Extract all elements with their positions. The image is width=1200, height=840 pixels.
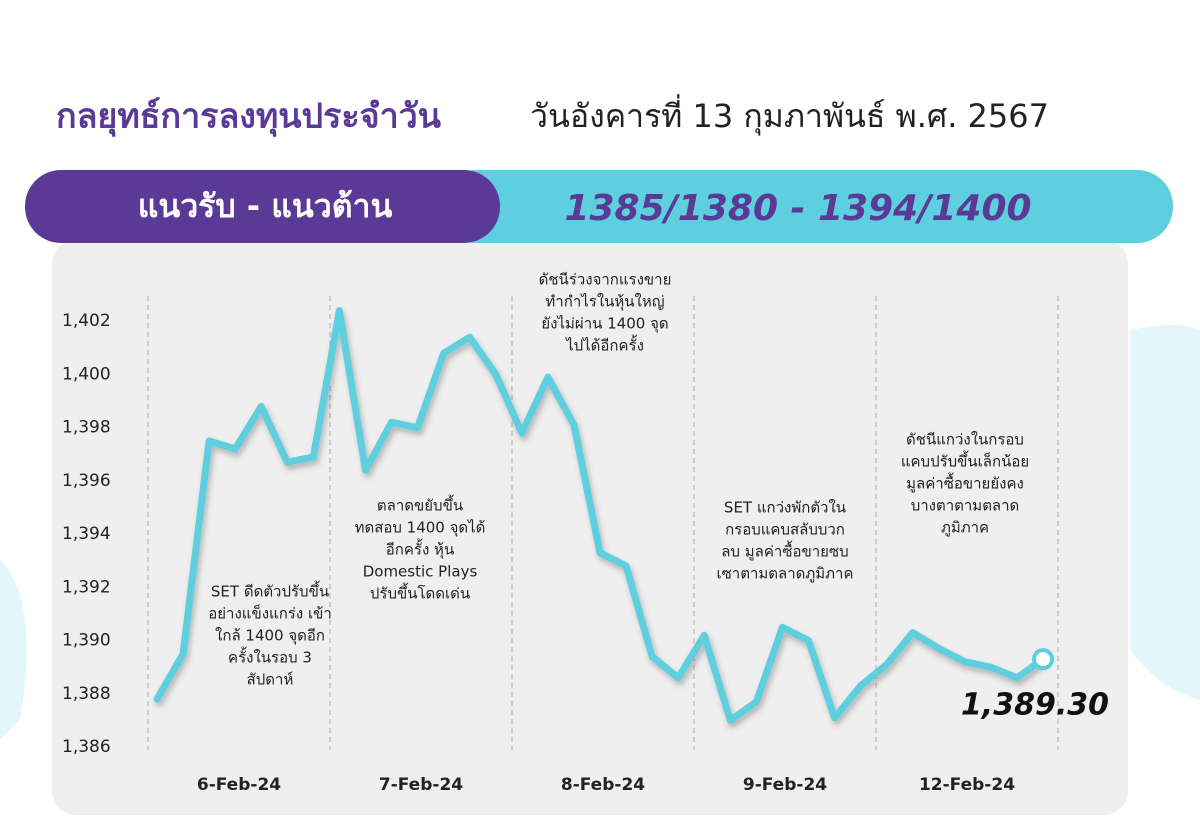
annotation: ปรับขึ้นโดดเด่น — [370, 583, 470, 603]
decoration — [1130, 325, 1200, 700]
annotation: ทำกำไรในหุ้นใหญ่ — [545, 293, 664, 312]
annotation: บางตาตามตลาด — [911, 497, 1020, 515]
price-line — [153, 307, 1047, 724]
y-tick-label: 1,400 — [62, 364, 111, 384]
annotation: อย่างแข็งแกร่ง เข้า — [208, 604, 332, 623]
annotation: อีกครั้ง หุ้น — [386, 539, 454, 560]
banner-left — [25, 170, 500, 243]
subtitle: วันอังคารที่ 13 กุมภาพันธ์ พ.ศ. 2567 — [530, 94, 1049, 136]
y-tick-label: 1,388 — [62, 684, 111, 704]
annotation: ครั้งในรอบ 3 — [228, 647, 312, 667]
y-tick-label: 1,390 — [62, 631, 111, 651]
x-tick-label: 9-Feb-24 — [743, 775, 827, 795]
x-tick-label: 12-Feb-24 — [919, 775, 1015, 795]
last-value-label: 1,389.30 — [961, 688, 1109, 723]
annotation: ยังไม่ผ่าน 1400 จุด — [541, 315, 668, 334]
x-tick-label: 8-Feb-24 — [561, 775, 645, 795]
banner-right — [440, 170, 1173, 243]
annotation: แคบปรับขึ้นเล็กน้อย — [901, 451, 1029, 471]
y-tick-label: 1,396 — [62, 471, 111, 491]
annotation: SET แกว่งพักตัวใน — [724, 499, 846, 517]
annotation: ทดสอบ 1400 จุดได้ — [355, 519, 486, 538]
y-tick-label: 1,402 — [62, 311, 111, 331]
annotation: เซาตามตลาดภูมิภาค — [717, 565, 854, 583]
decoration — [0, 560, 27, 740]
banner-value: 1385/1380 - 1394/1400 — [564, 188, 1031, 229]
annotation: SET ดีดตัวปรับขึ้น — [211, 581, 329, 601]
annotation: ใกล้ 1400 จุดอีก — [215, 627, 325, 646]
x-tick-label: 7-Feb-24 — [379, 775, 463, 795]
annotation: ไปได้อีกครั้ง — [565, 335, 644, 355]
y-tick-label: 1,392 — [62, 577, 111, 597]
title: กลยุทธ์การลงทุนประจำวัน — [56, 97, 441, 138]
y-tick-label: 1,394 — [62, 524, 111, 544]
y-tick-label: 1,386 — [62, 737, 111, 757]
y-tick-label: 1,398 — [62, 418, 111, 438]
annotation: ตลาดขยับขึ้น — [377, 495, 463, 515]
annotation: ลบ มูลค่าซื้อขายซบ — [721, 541, 848, 561]
plot-panel — [52, 240, 1128, 815]
annotation: กรอบแคบสลับบวก — [725, 521, 845, 539]
annotation: มูลค่าซื้อขายยังคง — [906, 473, 1024, 493]
annotation: ภูมิภาค — [941, 519, 989, 537]
last-point — [1032, 648, 1055, 671]
x-tick-label: 6-Feb-24 — [197, 775, 281, 795]
annotation: สัปดาห์ — [247, 671, 294, 689]
annotation: ดัชนีแกว่งในกรอบ — [906, 431, 1024, 449]
annotation: ดัชนีร่วงจากแรงขาย — [539, 271, 672, 289]
annotation: Domestic Plays — [363, 563, 478, 581]
banner-label: แนวรับ - แนวต้าน — [138, 187, 393, 225]
